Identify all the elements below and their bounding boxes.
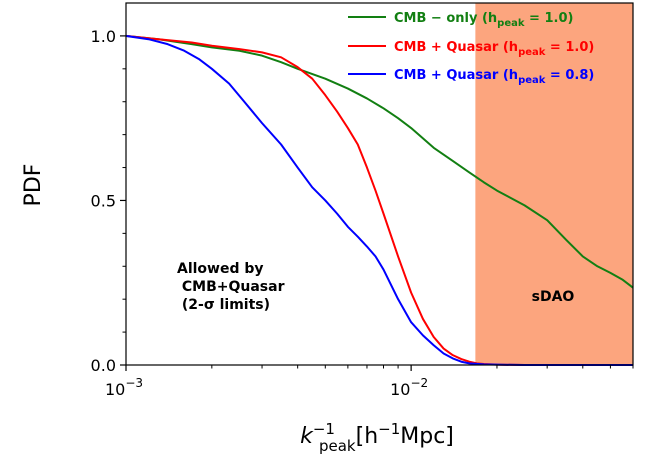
plot-frame xyxy=(125,2,634,366)
x-axis-label-unit-post: Mpc] xyxy=(400,424,454,449)
annotation-line-3: (2-σ limits) xyxy=(177,297,270,313)
sdao-region-label: sDAO xyxy=(532,289,575,305)
x-axis-label-sub: peak xyxy=(319,437,356,455)
series-line-3 xyxy=(125,34,633,366)
y-axis-label: PDF xyxy=(21,164,46,207)
x-axis-label-sup: −1 xyxy=(313,420,335,438)
y-tick-label: 0.5 xyxy=(91,191,116,210)
series-line-1 xyxy=(125,34,634,289)
annotation-line-1: Allowed by xyxy=(177,261,264,277)
legend: CMB − only (hpeak = 1.0) CMB + Quasar (hp… xyxy=(348,11,594,86)
annotation-line-2: CMB+Quasar xyxy=(177,279,285,295)
legend-entry-3: CMB + Quasar (hpeak = 0.8) xyxy=(394,68,594,86)
legend-entry-2: CMB + Quasar (hpeak = 1.0) xyxy=(394,40,594,58)
x-axis-label-unit-sup: −1 xyxy=(378,420,400,438)
allowed-region-annotation: Allowed by CMB+Quasar (2-σ limits) xyxy=(177,261,309,313)
y-tick-label: 0.0 xyxy=(91,356,116,375)
legend-entry-1: CMB − only (hpeak = 1.0) xyxy=(394,11,573,29)
sdao-shaded-region xyxy=(475,3,633,365)
x-axis-label-base: k xyxy=(300,424,314,449)
x-tick-label: 10−2 xyxy=(390,376,428,399)
y-tick-label: 1.0 xyxy=(91,27,116,46)
x-axis-label: k−1 peak[h−1Mpc] xyxy=(300,420,454,455)
x-axis-label-unit-pre: [h xyxy=(356,424,379,449)
x-tick-label: 10−3 xyxy=(105,376,143,399)
